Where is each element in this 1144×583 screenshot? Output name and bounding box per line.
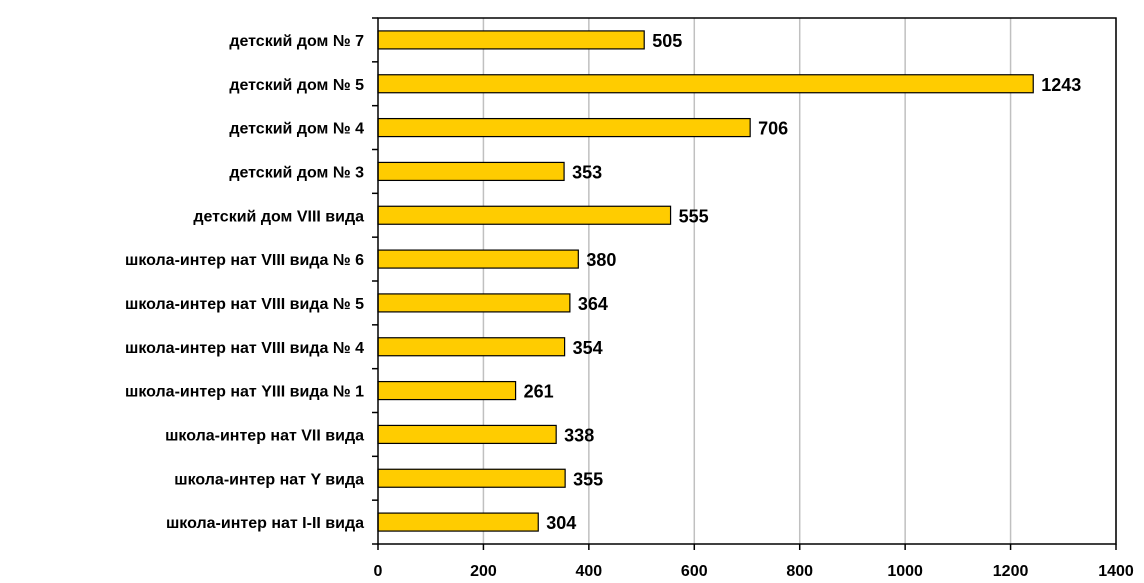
value-label: 1243 — [1041, 75, 1081, 95]
value-label: 261 — [524, 382, 554, 402]
x-tick-label: 0 — [374, 563, 383, 580]
bar — [377, 424, 557, 445]
category-label: школа-интер нат VIII вида № 4 — [125, 340, 364, 357]
value-label: 353 — [572, 162, 602, 182]
x-tick-label: 1200 — [993, 563, 1029, 580]
category-label: школа-интер нат VIII вида № 6 — [125, 252, 364, 269]
x-tick-label: 1400 — [1098, 563, 1134, 580]
x-tick-label: 400 — [576, 563, 603, 580]
category-label: детский дом VIII вида — [193, 208, 364, 225]
bar — [377, 205, 672, 225]
bar — [377, 293, 571, 313]
gridlines — [482, 18, 1117, 544]
x-tick-label: 800 — [786, 563, 813, 580]
bar — [377, 117, 751, 138]
category-label: школа-интер нат VII вида — [165, 427, 364, 444]
plot-frame — [377, 17, 1117, 545]
value-label: 555 — [679, 206, 709, 226]
bars — [377, 30, 1034, 532]
category-label: детский дом № 5 — [229, 77, 364, 94]
category-label: детский дом № 7 — [229, 33, 364, 50]
x-tick-label: 600 — [681, 563, 708, 580]
bar — [377, 74, 1034, 94]
bar — [377, 161, 565, 182]
bar — [377, 468, 566, 488]
value-label: 354 — [573, 338, 603, 358]
category-label: детский дом № 3 — [229, 164, 364, 181]
category-label: школа-интер нат Y вида — [174, 471, 364, 488]
bar — [377, 337, 566, 357]
category-label: школа-интер нат I-II вида — [166, 515, 364, 532]
bar — [377, 512, 539, 532]
value-label: 355 — [573, 469, 603, 489]
category-label: школа-интер нат YIII вида № 1 — [125, 384, 364, 401]
labels: 0 200 400 600 800 1000 1200 1400 детский дом № 7… — [125, 31, 1134, 580]
value-label: 364 — [578, 294, 608, 314]
category-label: детский дом № 4 — [229, 121, 364, 138]
value-label: 338 — [564, 425, 594, 445]
axes — [372, 17, 1117, 550]
bar — [377, 380, 517, 401]
category-label: школа-интер нат VIII вида № 5 — [125, 296, 364, 313]
value-label: 706 — [758, 119, 788, 139]
bar — [377, 249, 579, 269]
x-tick-label: 200 — [470, 563, 497, 580]
value-label: 304 — [546, 513, 576, 533]
x-tick-label: 1000 — [887, 563, 923, 580]
value-label: 380 — [586, 250, 616, 270]
value-label: 505 — [652, 31, 682, 51]
bar — [377, 30, 645, 50]
